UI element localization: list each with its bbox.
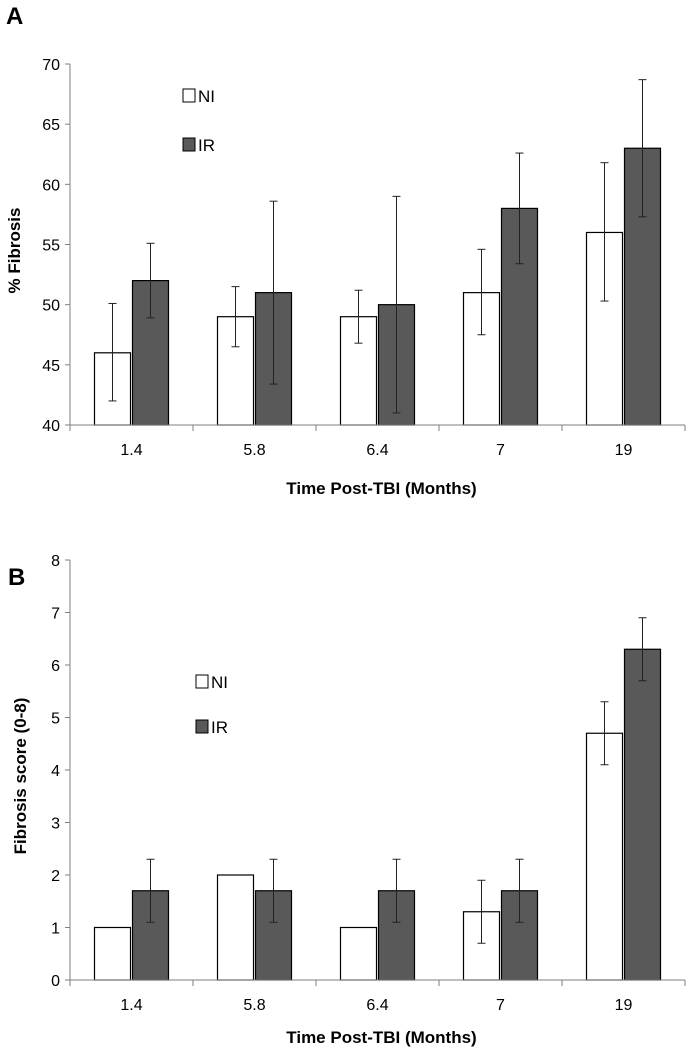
error-bar-ni-5.8 bbox=[231, 286, 240, 348]
error-bar-ni-7 bbox=[477, 879, 486, 944]
x-tick-label: 5.8 bbox=[243, 997, 265, 1014]
y-tick-label: 4 bbox=[51, 763, 60, 780]
error-bar-ir-19 bbox=[638, 79, 647, 218]
legend-label-ni: NI bbox=[198, 87, 215, 106]
x-axis-title: Time Post-TBI (Months) bbox=[286, 479, 476, 498]
x-tick-label: 5.8 bbox=[243, 442, 265, 459]
y-axis-title: % Fibrosis bbox=[5, 208, 24, 294]
legend-label-ir: IR bbox=[211, 718, 228, 737]
error-bar-ir-19 bbox=[638, 617, 647, 682]
x-tick-label: 1.4 bbox=[120, 997, 142, 1014]
y-tick-label: 70 bbox=[42, 57, 60, 74]
y-tick-label: 1 bbox=[51, 921, 60, 938]
error-bar-ni-1.4 bbox=[108, 302, 117, 402]
error-bar-ni-7 bbox=[477, 248, 486, 336]
x-axis-title: Time Post-TBI (Months) bbox=[286, 1028, 476, 1047]
x-tick-label: 19 bbox=[615, 442, 633, 459]
x-tick-label: 1.4 bbox=[120, 442, 142, 459]
bar-ni-19 bbox=[585, 732, 624, 981]
legend-label-ir: IR bbox=[198, 136, 215, 155]
y-tick-label: 8 bbox=[51, 553, 60, 570]
x-tick-label: 7 bbox=[496, 997, 505, 1014]
error-bar-ir-6.4 bbox=[392, 195, 401, 414]
y-tick-label: 6 bbox=[51, 658, 60, 675]
legend-label-ni: NI bbox=[211, 673, 228, 692]
error-bar-ir-1.4 bbox=[146, 242, 155, 319]
panel-label: A bbox=[6, 3, 23, 30]
error-bar-ni-6.4 bbox=[354, 289, 363, 344]
x-tick-label: 6.4 bbox=[366, 997, 388, 1014]
error-bar-ir-7 bbox=[515, 152, 524, 265]
y-tick-label: 45 bbox=[42, 358, 60, 375]
error-bar-ir-5.8 bbox=[269, 858, 278, 923]
y-tick-label: 40 bbox=[42, 418, 60, 435]
legend-swatch-ni bbox=[195, 674, 209, 689]
y-tick-label: 3 bbox=[51, 816, 60, 833]
panel-b: B 0 1 2 3 4 5 6 7 8 1.4 5.8 6.4 7 19 Time Post-TBI (Mon… bbox=[8, 553, 686, 1047]
y-tick-label: 65 bbox=[42, 117, 60, 134]
error-bar-ir-5.8 bbox=[269, 200, 278, 385]
panel-label: B bbox=[8, 564, 25, 591]
x-tick-label: 7 bbox=[496, 442, 505, 459]
y-tick-label: 0 bbox=[51, 973, 60, 990]
legend-swatch-ir bbox=[195, 719, 209, 734]
panel-a: A 40 45 50 55 60 65 70 1.4 5.8 6.4 7 19 Time Post-TBI… bbox=[5, 3, 686, 498]
y-tick-label: 7 bbox=[51, 606, 60, 623]
y-tick-label: 2 bbox=[51, 868, 60, 885]
y-tick-label: 55 bbox=[42, 238, 60, 255]
bar-ni-5.8 bbox=[216, 874, 255, 981]
error-bar-ir-1.4 bbox=[146, 858, 155, 923]
error-bar-ni-19 bbox=[600, 701, 609, 766]
x-tick-label: 6.4 bbox=[366, 442, 388, 459]
legend-swatch-ir bbox=[182, 137, 196, 152]
legend-swatch-ni bbox=[182, 88, 196, 103]
error-bar-ni-19 bbox=[600, 162, 609, 302]
y-tick-label: 5 bbox=[51, 711, 60, 728]
x-tick-label: 19 bbox=[615, 997, 633, 1014]
y-axis-title: Fibrosis score (0-8) bbox=[11, 698, 30, 855]
bar-ir-19 bbox=[623, 648, 662, 981]
error-bar-ir-6.4 bbox=[392, 858, 401, 923]
bar-ni-6.4 bbox=[339, 926, 378, 981]
y-tick-label: 60 bbox=[42, 177, 60, 194]
error-bar-ir-7 bbox=[515, 858, 524, 923]
y-tick-label: 50 bbox=[42, 298, 60, 315]
bar-ni-1.4 bbox=[93, 926, 132, 981]
